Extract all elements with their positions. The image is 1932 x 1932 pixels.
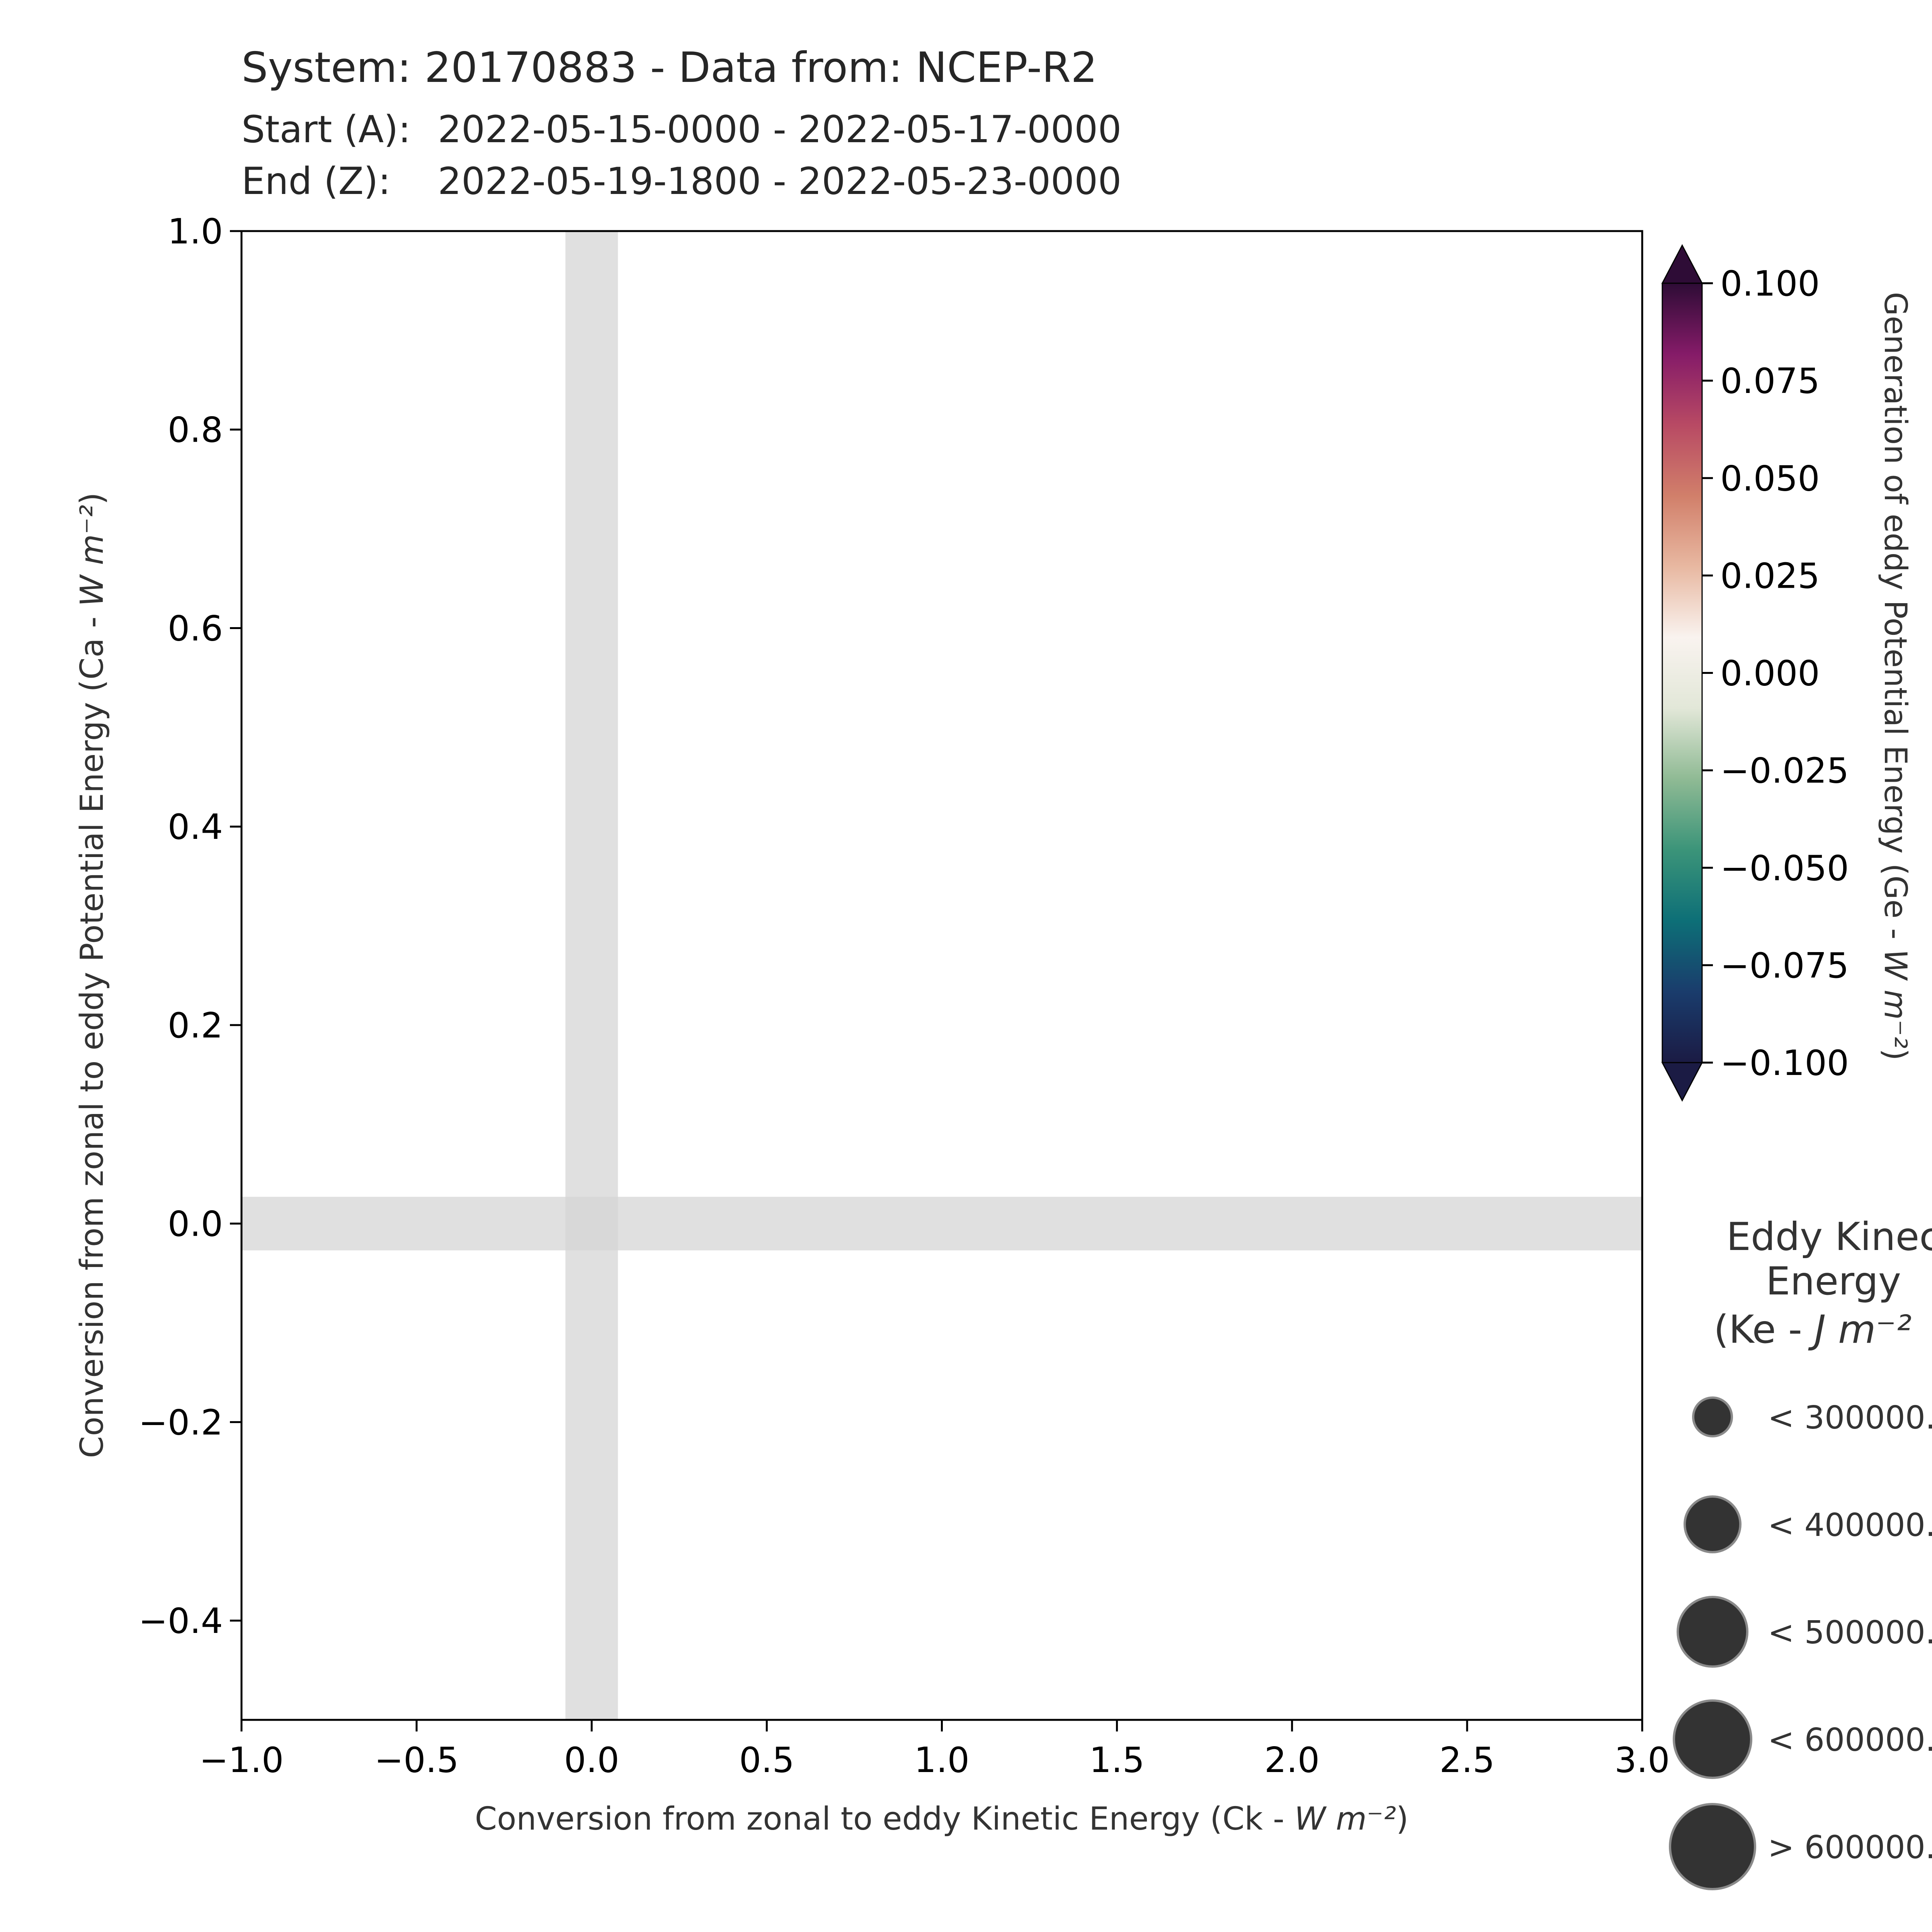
zero-band-horizontal [242,1197,1642,1251]
chart-title: System: 20170883 - Data from: NCEP-R2 [242,44,1097,92]
legend-size-marker [1669,1803,1756,1890]
x-axis-ticks: −1.0 −0.5 0.0 0.5 1.0 1.5 2.0 2.5 3.0 [199,1720,1670,1781]
zero-band-vertical [565,231,618,1720]
x-tick-label: 2.0 [1264,1740,1320,1781]
y-tick-label: 0.2 [168,1005,223,1046]
x-tick-label: 3.0 [1614,1740,1670,1781]
legend-size-marker [1684,1495,1742,1553]
colorbar: 0.100 0.075 0.050 0.025 0.000 −0.025 −0.050 −0.… [1661,244,1849,1102]
y-tick-label: 0.0 [168,1204,223,1245]
colorbar-tick-label: −0.050 [1720,848,1849,889]
legend-size-marker [1692,1396,1733,1437]
x-axis-label: Conversion from zonal to eddy Kinetic En… [475,1801,1408,1837]
y-tick-label: 0.8 [168,410,223,451]
legend-size-label: < 300000. [1768,1400,1932,1436]
zero-bands [242,231,1642,1720]
colorbar-gradient [1662,282,1703,1063]
y-tick-label: 0.4 [168,807,223,847]
colorbar-extend-top [1661,244,1703,284]
x-tick-label: −1.0 [199,1740,284,1781]
colorbar-tick-label: −0.025 [1720,751,1849,791]
y-axis-ticks: −0.4 −0.2 0.0 0.2 0.4 0.6 0.8 1.0 [138,211,242,1641]
x-tick-label: −0.5 [374,1740,459,1781]
end-range: 2022-05-19-1800 - 2022-05-23-0000 [438,160,1121,203]
legend-size-label: < 600000. [1768,1722,1932,1759]
start-range: 2022-05-15-0000 - 2022-05-17-0000 [438,108,1121,151]
y-tick-label: 1.0 [168,211,223,252]
colorbar-tick-label: −0.075 [1720,946,1849,986]
x-tick-label: 0.0 [564,1740,619,1781]
legend-size-label: < 500000. [1768,1614,1932,1651]
colorbar-extend-bottom [1661,1062,1703,1102]
x-tick-label: 2.5 [1439,1740,1495,1781]
x-tick-label: 0.5 [739,1740,794,1781]
colorbar-tick-label: 0.050 [1720,458,1820,499]
legend-title-line-3: (Ke - J m⁻² [1714,1307,1912,1352]
start-label: Start (A): [242,108,411,151]
legend-entries: < 300000. < 400000. < 500000. < 600000. > 60… [1669,1396,1932,1890]
legend-size-label: > 600000. [1768,1829,1932,1866]
y-tick-label: −0.4 [138,1601,223,1641]
y-axis-label: Conversion from zonal to eddy Potential … [74,492,111,1458]
legend-title-line-1: Eddy Kinec [1726,1214,1932,1259]
legend-size-marker [1677,1596,1748,1668]
end-label: End (Z): [242,160,391,203]
plot-area: −1.0 −0.5 0.0 0.5 1.0 1.5 2.0 2.5 3.0 −0.4 −0.2 0.… [138,211,1670,1781]
y-tick-label: 0.6 [168,608,223,649]
x-tick-label: 1.0 [914,1740,969,1781]
colorbar-tick-label: −0.100 [1720,1043,1849,1083]
x-tick-label: 1.5 [1089,1740,1145,1781]
colorbar-tick-label: 0.075 [1720,361,1820,401]
y-tick-label: −0.2 [138,1402,223,1443]
legend-title-line-2: Energy [1766,1259,1901,1304]
colorbar-tick-label: 0.000 [1720,653,1820,694]
colorbar-tick-label: 0.100 [1720,264,1820,304]
size-legend: Eddy Kinec Energy (Ke - J m⁻² < 300000.<… [1669,1214,1932,1890]
colorbar-label: Generation of eddy Potential Energy (Ge … [1878,292,1913,1060]
colorbar-tick-label: 0.025 [1720,556,1820,596]
legend-size-marker [1673,1699,1752,1779]
plot-background [242,231,1642,1720]
colorbar-ticks: 0.100 0.075 0.050 0.025 0.000 −0.025 −0.050 −0.… [1702,264,1849,1083]
legend-size-label: < 400000. [1768,1507,1932,1544]
